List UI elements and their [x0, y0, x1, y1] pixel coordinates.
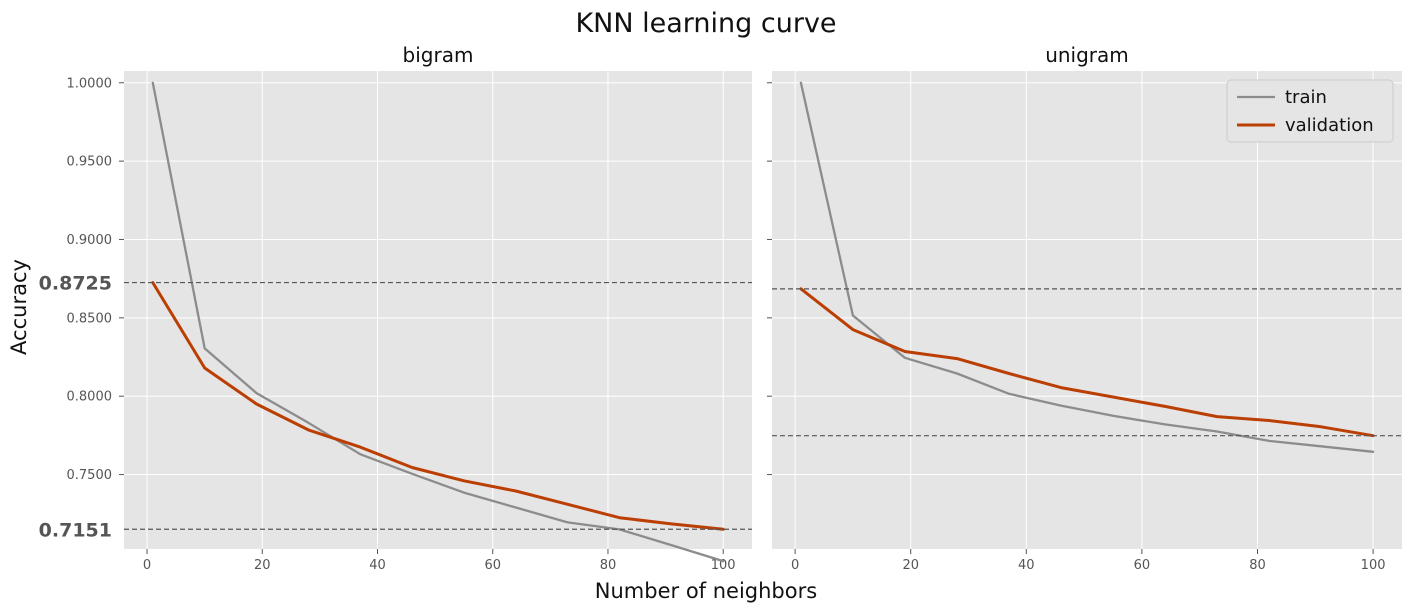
x-tick-label: 20	[254, 558, 271, 573]
x-tick-label: 40	[369, 558, 386, 573]
reference-label: 0.7151	[39, 519, 112, 541]
y-axis-label: Accuracy	[7, 259, 31, 355]
x-tick-label: 0	[143, 558, 151, 573]
chart-title: KNN learning curve	[575, 8, 836, 39]
x-tick-label: 20	[902, 558, 919, 573]
x-tick-label: 80	[1249, 558, 1266, 573]
panel-unigram: 0 20 40 60 80 100 unigram train validation	[767, 43, 1402, 573]
panel-title: unigram	[1045, 43, 1129, 67]
series-line-train	[151, 81, 725, 563]
plot-area	[124, 71, 752, 549]
x-tick-label: 40	[1018, 558, 1035, 573]
series-line-validation	[151, 281, 725, 531]
legend-label-train: train	[1285, 87, 1327, 108]
chart-panels: 0 20 40 60 80 100 1.0000 0.9500 0.9000 0.8500 0.80…	[39, 43, 1402, 573]
panel-title: bigram	[403, 43, 474, 67]
y-tick-label: 0.8500	[67, 311, 113, 326]
y-tick-label: 0.9500	[67, 155, 113, 170]
x-tick-label: 60	[484, 558, 501, 573]
legend: train validation	[1226, 79, 1394, 143]
x-tick-label: 100	[1361, 558, 1386, 573]
series-line-validation	[799, 287, 1375, 438]
y-tick-label: 0.8000	[67, 390, 113, 405]
panel-bigram: 0 20 40 60 80 100 1.0000 0.9500 0.9000 0.8500 0.80…	[39, 43, 752, 573]
x-tick-label: 60	[1134, 558, 1151, 573]
y-tick-label: 0.9000	[67, 233, 113, 248]
x-tick-label: 100	[711, 558, 736, 573]
series-line-train	[799, 81, 1375, 453]
y-tick-label: 0.7500	[67, 468, 113, 483]
x-tick-label: 0	[791, 558, 799, 573]
y-tick-label: 1.0000	[67, 76, 113, 91]
legend-label-validation: validation	[1285, 115, 1374, 136]
x-tick-label: 80	[600, 558, 617, 573]
x-axis-label: Number of neighbors	[595, 579, 817, 603]
plot-area	[772, 71, 1402, 549]
reference-label: 0.8725	[39, 273, 112, 295]
